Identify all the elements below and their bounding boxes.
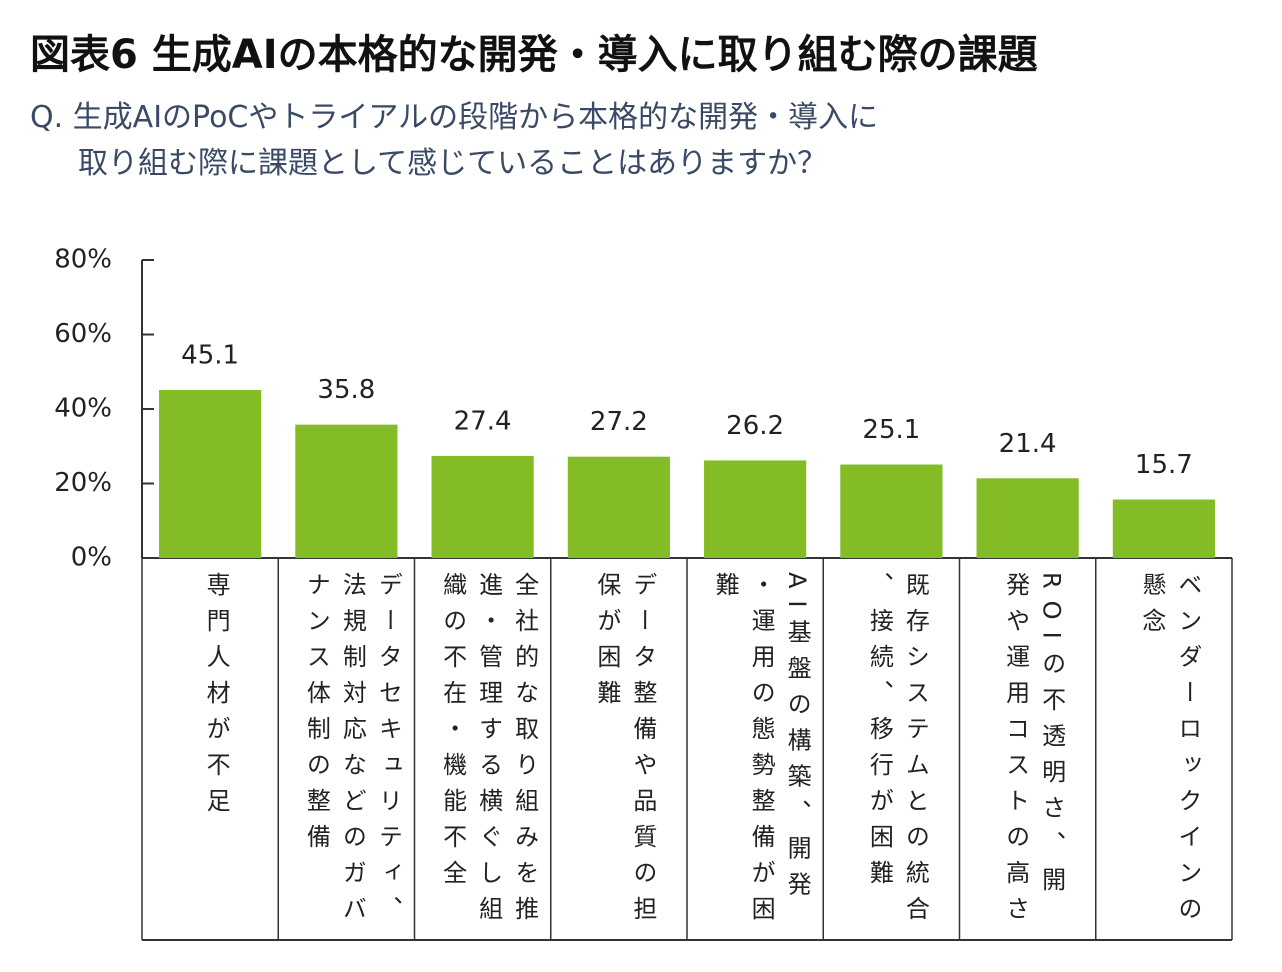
bar: [295, 424, 398, 558]
x-tick-label: データ整備や品質の担保が困難: [592, 572, 657, 932]
x-tick-label: 全社的な取り組みを推進・管理する横ぐし組織の不在・機能不全: [438, 572, 539, 932]
bar: [840, 464, 943, 558]
bar: [976, 478, 1079, 558]
y-tick-label: 20%: [54, 468, 112, 498]
bar: [159, 390, 262, 558]
value-label: 27.4: [454, 406, 512, 436]
y-tick-label: 80%: [54, 245, 112, 275]
value-label: 21.4: [999, 429, 1057, 459]
subtitle: Q. 生成AIのPoCやトライアルの段階から本格的な開発・導入に: [30, 100, 879, 135]
x-tick-label: データセキュリティ、法規制対応などのガバナンス体制の整備: [302, 572, 403, 932]
value-label: 25.1: [862, 415, 920, 445]
chart-title: 図表6 生成AIの本格的な開発・導入に取り組む際の課題: [30, 32, 1038, 78]
value-label: 26.2: [726, 411, 784, 441]
x-tick-label: ROIの不透明さ、開発や運用コストの高さ: [1001, 572, 1066, 932]
value-label: 15.7: [1135, 450, 1193, 480]
bar: [704, 460, 807, 558]
bar: [1112, 499, 1215, 558]
bar: [567, 456, 670, 558]
value-label: 35.8: [317, 375, 375, 405]
x-tick-label: 専門人材が不足: [202, 572, 231, 824]
value-label: 27.2: [590, 407, 648, 437]
x-tick-label: AI基盤の構築、開発・運用の態勢整備が困難: [711, 572, 812, 932]
bar: [431, 455, 534, 558]
y-tick-label: 60%: [54, 319, 112, 349]
x-tick-label: 既存システムとの統合、接続、移行が困難: [865, 572, 930, 932]
y-tick-label: 40%: [54, 394, 112, 424]
x-tick-label: ベンダーロックインの懸念: [1137, 572, 1202, 932]
subtitle: 取り組む際に課題として感じていることはありますか？: [78, 146, 828, 181]
y-tick-label: 0%: [71, 543, 112, 573]
value-label: 45.1: [181, 341, 239, 371]
